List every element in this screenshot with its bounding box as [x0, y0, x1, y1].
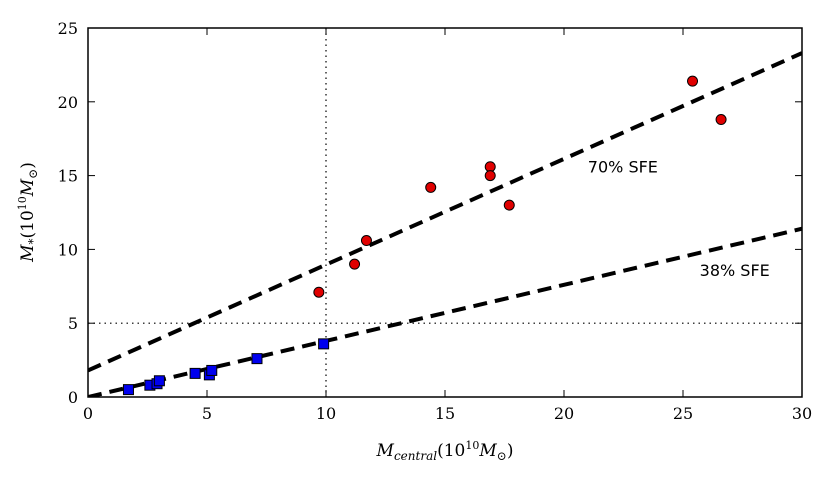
red-point	[484, 170, 496, 182]
blue-point	[206, 364, 218, 376]
y-tick-label: 25	[58, 19, 78, 38]
x-tick-label: 5	[202, 404, 212, 423]
y-tick-label: 20	[58, 93, 78, 112]
x-tick-label: 10	[316, 404, 336, 423]
red-point	[349, 258, 361, 270]
fit-70-line	[88, 51, 802, 373]
plot-area	[88, 28, 802, 397]
x-tick-label: 30	[792, 404, 812, 423]
red-point	[360, 235, 372, 247]
fit-70-label: 70% SFE	[588, 158, 658, 177]
y-tick-label: 10	[58, 240, 78, 259]
x-tick-label: 20	[554, 404, 574, 423]
blue-point	[251, 353, 263, 365]
y-axis-label: M*(1010M⊙)	[16, 162, 40, 263]
fit-38-label: 38% SFE	[700, 261, 770, 280]
red-point	[313, 286, 325, 298]
x-tick-label: 0	[83, 404, 93, 423]
blue-point	[153, 375, 165, 387]
x-tick-label: 25	[673, 404, 693, 423]
y-tick-label: 5	[68, 314, 78, 333]
red-point	[715, 114, 727, 126]
blue-point	[189, 367, 201, 379]
y-tick-label: 0	[68, 388, 78, 407]
x-tick-label: 15	[435, 404, 455, 423]
red-point	[503, 199, 515, 211]
x-axis-label: Mcentral(1010M⊙)	[376, 439, 514, 463]
blue-point	[122, 384, 134, 396]
y-tick-label: 15	[58, 167, 78, 186]
red-point	[687, 75, 699, 87]
blue-point	[318, 338, 330, 350]
red-point	[425, 181, 437, 193]
